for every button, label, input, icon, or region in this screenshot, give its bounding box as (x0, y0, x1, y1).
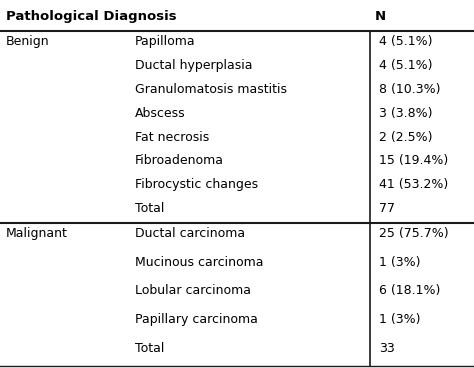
Text: 33: 33 (379, 342, 395, 355)
Text: 41 (53.2%): 41 (53.2%) (379, 178, 448, 191)
Text: N: N (374, 10, 385, 23)
Text: 6 (18.1%): 6 (18.1%) (379, 284, 440, 297)
Text: Total: Total (135, 202, 164, 215)
Text: Fibroadenoma: Fibroadenoma (135, 155, 224, 167)
Text: Lobular carcinoma: Lobular carcinoma (135, 284, 251, 297)
Text: Malignant: Malignant (6, 227, 68, 240)
Text: 4 (5.1%): 4 (5.1%) (379, 59, 433, 72)
Text: 77: 77 (379, 202, 395, 215)
Text: Benign: Benign (6, 35, 49, 48)
Text: Abscess: Abscess (135, 107, 186, 120)
Text: 2 (2.5%): 2 (2.5%) (379, 131, 433, 144)
Text: 1 (3%): 1 (3%) (379, 256, 421, 269)
Text: Fat necrosis: Fat necrosis (135, 131, 210, 144)
Text: Ductal hyperplasia: Ductal hyperplasia (135, 59, 253, 72)
Text: Granulomatosis mastitis: Granulomatosis mastitis (135, 83, 287, 96)
Text: 4 (5.1%): 4 (5.1%) (379, 35, 433, 48)
Text: Pathological Diagnosis: Pathological Diagnosis (6, 10, 176, 23)
Text: 1 (3%): 1 (3%) (379, 313, 421, 326)
Text: 25 (75.7%): 25 (75.7%) (379, 227, 449, 240)
Text: Total: Total (135, 342, 164, 355)
Text: Papillary carcinoma: Papillary carcinoma (135, 313, 258, 326)
Text: Mucinous carcinoma: Mucinous carcinoma (135, 256, 264, 269)
Text: 15 (19.4%): 15 (19.4%) (379, 155, 448, 167)
Text: Fibrocystic changes: Fibrocystic changes (135, 178, 258, 191)
Text: 3 (3.8%): 3 (3.8%) (379, 107, 433, 120)
Text: 8 (10.3%): 8 (10.3%) (379, 83, 441, 96)
Text: Papilloma: Papilloma (135, 35, 196, 48)
Text: Ductal carcinoma: Ductal carcinoma (135, 227, 245, 240)
